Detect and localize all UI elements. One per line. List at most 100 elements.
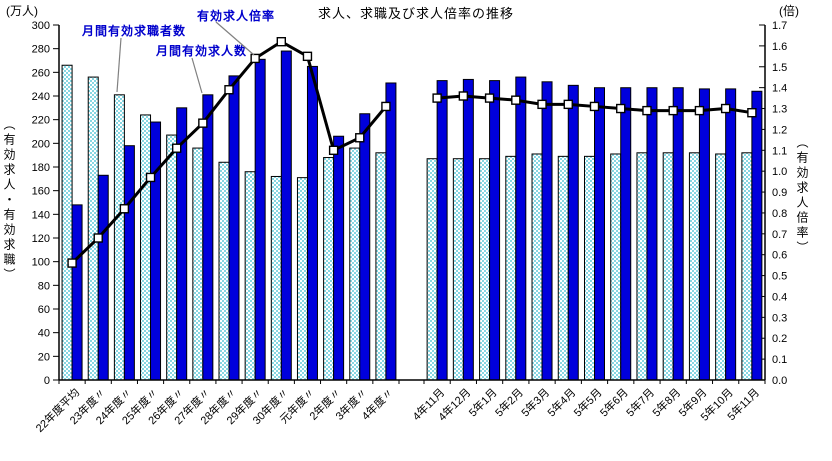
- bar-jobseekers: [741, 152, 753, 381]
- x-tick-label: 5年7月: [623, 385, 657, 419]
- bar-openings: [567, 84, 579, 381]
- ratio-marker: [720, 103, 731, 114]
- bar-jobseekers: [244, 171, 256, 381]
- y-tick-label-left: 0: [44, 375, 50, 387]
- bar-jobseekers: [662, 152, 674, 381]
- y-tick-label-left: 260: [32, 67, 50, 79]
- leader-openings: [191, 57, 203, 94]
- bar-openings: [489, 80, 501, 381]
- bar-openings: [620, 87, 632, 381]
- y-tick-label-right: 1.5: [772, 62, 787, 74]
- bar-jobseekers: [715, 153, 727, 381]
- chart-title: 求人、求職及び求人倍率の推移: [317, 6, 514, 21]
- bar-jobseekers: [113, 94, 125, 381]
- bar-openings: [123, 145, 135, 381]
- ratio-marker: [616, 103, 626, 114]
- ratio-marker: [171, 143, 182, 153]
- bar-jobseekers: [270, 175, 282, 381]
- ratio-marker: [642, 105, 652, 116]
- bar-openings: [541, 81, 553, 381]
- bar-openings: [725, 88, 737, 381]
- annotation-openings: 月間有効求人数: [156, 44, 248, 58]
- y-tick-label-left: 220: [32, 115, 50, 127]
- y-tick-label-right: 1.4: [772, 83, 787, 95]
- y-tick-label-left: 200: [32, 138, 50, 150]
- y-tick-label-right: 0.1: [772, 354, 787, 366]
- bar-jobseekers: [349, 147, 361, 381]
- bar-jobseekers: [296, 177, 308, 381]
- bar-openings: [646, 87, 658, 381]
- y-tick-label-right: 0.8: [772, 208, 787, 220]
- ratio-marker: [668, 105, 678, 116]
- ratio-marker: [145, 172, 156, 183]
- bar-openings: [71, 204, 83, 381]
- y-tick-label-right: 0.2: [772, 333, 787, 345]
- x-tick-label: 5年5月: [571, 385, 605, 419]
- ratio-marker: [355, 133, 365, 143]
- bar-openings: [306, 65, 318, 381]
- ratio-marker: [563, 99, 573, 110]
- y-tick-label-left: 140: [32, 209, 50, 221]
- ratio-marker: [93, 233, 103, 243]
- bar-openings: [436, 80, 448, 381]
- x-tick-label: 5年2月: [492, 385, 526, 419]
- ratio-marker: [484, 93, 495, 103]
- ratio-marker: [328, 145, 339, 155]
- bar-jobseekers: [218, 161, 230, 381]
- bar-openings: [359, 113, 371, 381]
- y-axis-title-right: （有効求人倍率）: [795, 136, 809, 256]
- y-tick-label-right: 1.7: [772, 20, 787, 32]
- y-tick-label-left: 60: [38, 304, 50, 316]
- ratio-marker: [381, 101, 391, 112]
- y-tick-label-right: 1.2: [772, 124, 787, 136]
- ratio-marker: [694, 105, 705, 116]
- bar-jobseekers: [531, 153, 543, 381]
- bar-jobseekers: [557, 155, 569, 381]
- ratio-marker: [198, 118, 208, 128]
- ratio-marker: [250, 53, 260, 64]
- y-tick-label-right: 0.6: [772, 250, 787, 262]
- y-tick-label-left: 20: [38, 351, 50, 363]
- bar-jobseekers: [636, 152, 648, 381]
- bar-jobseekers: [610, 153, 622, 381]
- ratio-marker: [302, 51, 313, 62]
- unit-label-right: (倍): [779, 4, 799, 18]
- bar-openings: [698, 88, 710, 381]
- y-tick-label-right: 1.6: [772, 41, 787, 53]
- bar-openings: [594, 87, 605, 381]
- y-tick-label-left: 180: [32, 162, 50, 174]
- y-tick-label-right: 1.1: [772, 145, 787, 157]
- x-tick-label: 5年4月: [544, 385, 578, 419]
- leader-jobseekers: [116, 37, 122, 93]
- y-tick-label-left: 80: [38, 280, 50, 292]
- x-tick-label: 5年8月: [649, 385, 683, 419]
- bar-jobseekers: [166, 134, 178, 381]
- ratio-marker: [432, 93, 442, 103]
- y-tick-label-left: 300: [32, 20, 50, 32]
- x-tick-label: 22年度平均: [33, 385, 83, 435]
- bar-jobseekers: [584, 155, 595, 381]
- bar-jobseekers: [140, 114, 152, 381]
- bar-jobseekers: [192, 147, 204, 381]
- leader-ratio: [215, 21, 255, 56]
- bar-openings: [150, 121, 162, 381]
- bar-openings: [751, 90, 763, 381]
- y-tick-label-right: 0.9: [772, 187, 787, 199]
- ratio-marker: [224, 85, 234, 95]
- ratio-marker: [747, 108, 757, 118]
- y-tick-label-right: 0.7: [772, 229, 787, 241]
- annotation-jobseekers: 月間有効求職者数: [82, 24, 187, 38]
- unit-label-left: (万人): [6, 4, 38, 18]
- ratio-marker: [537, 99, 547, 110]
- ratio-marker: [458, 91, 469, 101]
- bar-jobseekers: [479, 158, 491, 381]
- ratio-marker: [511, 95, 521, 105]
- bar-openings: [672, 87, 684, 381]
- y-tick-label-right: 0.3: [772, 312, 787, 324]
- bar-openings: [202, 94, 214, 381]
- y-axis-title-left: （有効求人・有効求職）: [2, 118, 16, 283]
- ratio-marker: [67, 258, 77, 268]
- bar-jobseekers: [375, 152, 387, 381]
